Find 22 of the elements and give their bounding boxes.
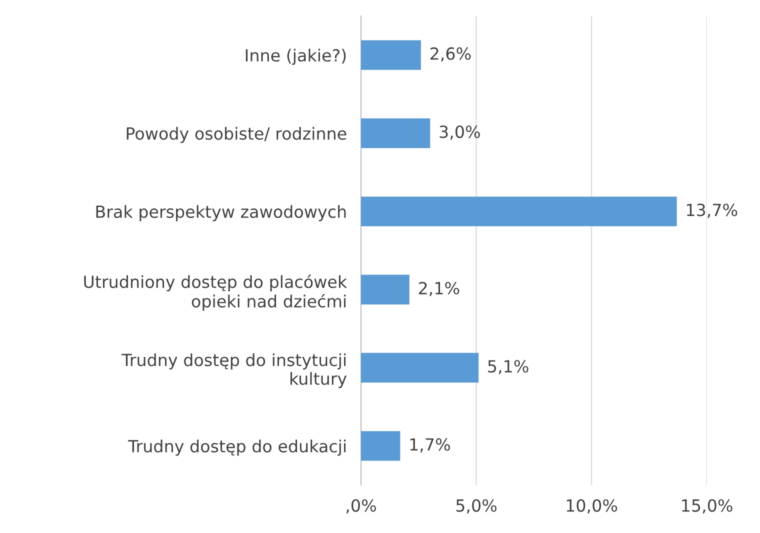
data-label: 2,1% xyxy=(418,282,460,296)
bar xyxy=(361,352,479,383)
data-label: 13,7% xyxy=(686,204,738,218)
data-label: 2,6% xyxy=(430,47,471,62)
y-tick-label: Trudny dostęp do edukacji xyxy=(128,440,346,456)
data-label: 5,1% xyxy=(488,360,528,374)
y-tick-label: Inne (jakie?) xyxy=(246,48,346,65)
bar xyxy=(361,118,430,148)
x-tick-label: ,0% xyxy=(346,499,376,514)
x-tick-label: 5,0% xyxy=(456,499,497,514)
y-tick-label: Powody osobiste/ rodzinne xyxy=(126,126,346,144)
bar xyxy=(361,274,410,304)
x-tick-label: 15,0% xyxy=(682,499,732,514)
y-tick-label: Brak perspektyw zawodowych xyxy=(96,205,346,222)
data-label: 1,7% xyxy=(410,438,450,452)
bar xyxy=(361,431,400,461)
y-tick-label: Trudny dostęp do instytucji kultury xyxy=(122,353,347,388)
bar xyxy=(361,40,421,70)
bar xyxy=(361,196,677,226)
data-label: 3,0% xyxy=(440,125,480,140)
y-tick-label: Utrudniony dostęp do placówek opieki nad dziećmi xyxy=(84,274,348,311)
x-tick-label: 10,0% xyxy=(566,499,618,514)
